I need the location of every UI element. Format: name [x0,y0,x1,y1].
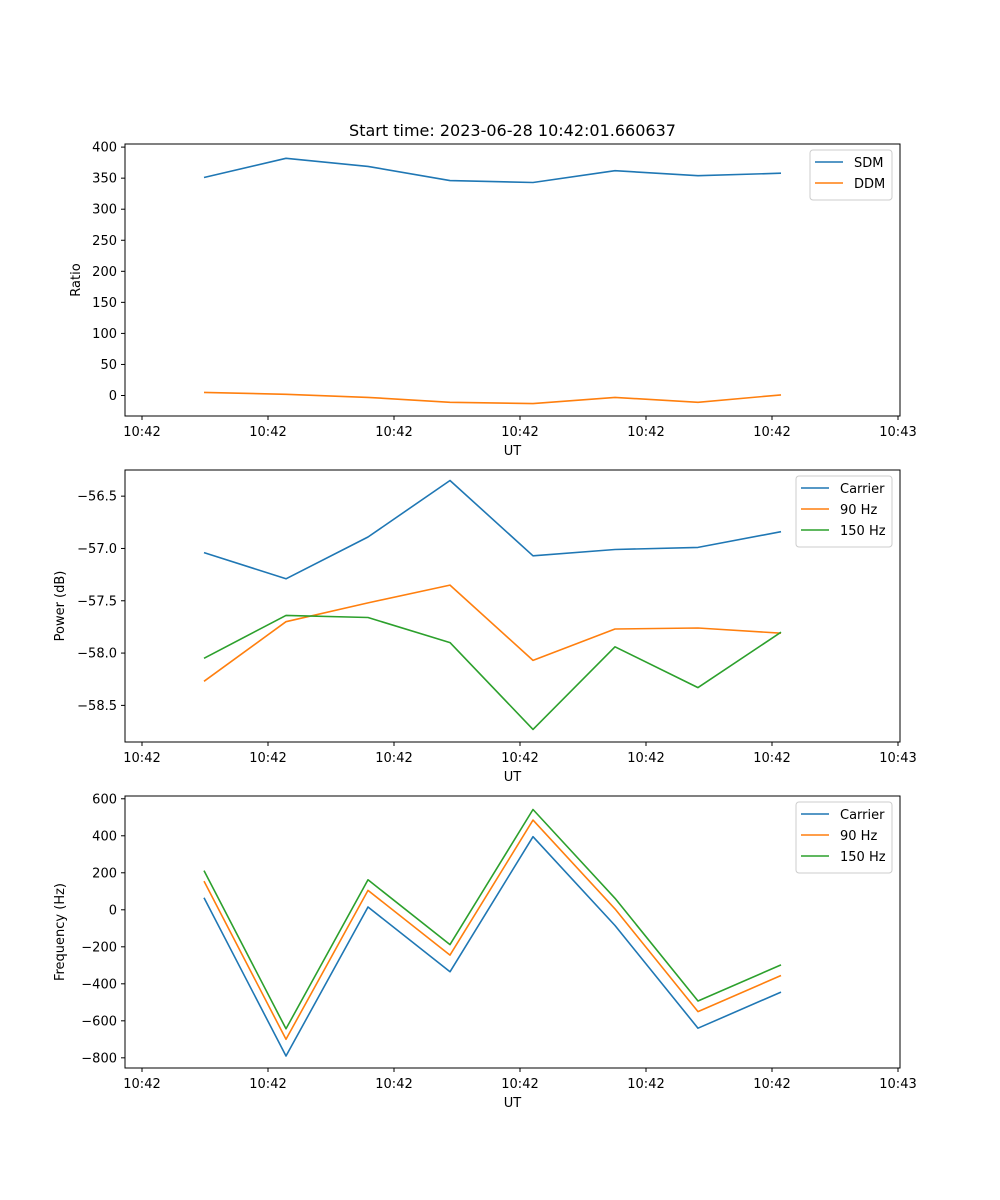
subplot-2: 10:42 10:42 10:42 10:42 10:42 10:42 10:43 −58.5… [53,469,917,785]
y-tick-label: 200 [92,265,117,280]
x-tick-label: 10:42 [627,1077,664,1092]
x-tick-label: 10:42 [501,425,538,440]
x-tick-label: 10:42 [627,425,664,440]
legend-label: 150 Hz [840,850,886,865]
y-tick-label: 350 [92,172,117,187]
y-tick-label: 200 [92,866,117,881]
legend-label: 90 Hz [840,829,877,844]
x-tick-label: 10:42 [501,1077,538,1092]
legend-label: DDM [854,177,885,192]
y-tick-label: −58.0 [77,647,117,662]
series-line-150-hz [203,808,782,1030]
y-tick-label: 0 [109,903,117,918]
y-tick-label: −56.5 [77,490,117,505]
y-tick-label: −200 [81,940,117,955]
x-tick-label: 10:42 [375,425,412,440]
series-line-90-hz [203,584,782,682]
x-tick-label: 10:42 [753,425,790,440]
y-tick-label: −600 [81,1014,117,1029]
y-tick-label: −400 [81,977,117,992]
chart-title: Start time: 2023-06-28 10:42:01.660637 [349,121,676,140]
x-tick-label: 10:42 [753,751,790,766]
legend-label: SDM [854,156,883,171]
plot-frame [124,795,901,1069]
legend-label: Carrier [840,808,885,823]
legend-label: 150 Hz [840,524,886,539]
x-tick-label: 10:42 [123,425,160,440]
legend-label: 90 Hz [840,503,877,518]
series-line-ddm [203,391,782,405]
x-tick-label: 10:42 [627,751,664,766]
x-tick-label: 10:42 [123,751,160,766]
series-line-90-hz [203,819,782,1041]
plot-frame [124,143,901,417]
y-tick-label: 400 [92,829,117,844]
series-line-carrier [203,835,782,1057]
plot-frame [124,469,901,743]
x-axis-label: UT [504,770,522,785]
y-tick-label: 50 [100,358,117,373]
y-tick-label: 600 [92,792,117,807]
y-tick-label: −57.5 [77,594,117,609]
x-tick-label: 10:42 [501,751,538,766]
x-tick-label: 10:42 [375,751,412,766]
y-tick-label: −57.0 [77,542,117,557]
x-tick-label: 10:42 [249,1077,286,1092]
legend: Carrier 90 Hz 150 Hz [795,475,893,548]
y-axis-label: Ratio [69,263,84,296]
x-tick-label: 10:43 [879,751,916,766]
y-tick-label: 150 [92,296,117,311]
x-tick-label: 10:42 [123,1077,160,1092]
y-tick-label: 250 [92,234,117,249]
y-tick-label: 100 [92,327,117,342]
y-axis-label: Frequency (Hz) [53,883,68,981]
x-axis-label: UT [504,1096,522,1111]
x-tick-label: 10:42 [249,751,286,766]
y-tick-label: −800 [81,1051,117,1066]
series-line-carrier [203,479,782,580]
y-axis-label: Power (dB) [53,571,68,642]
legend: Carrier 90 Hz 150 Hz [795,801,893,874]
y-tick-label: 300 [92,203,117,218]
x-tick-label: 10:42 [753,1077,790,1092]
x-tick-label: 10:43 [879,1077,916,1092]
x-tick-label: 10:43 [879,425,916,440]
legend-label: Carrier [840,482,885,497]
x-tick-label: 10:42 [375,1077,412,1092]
y-tick-label: −58.5 [77,699,117,714]
y-tick-label: 400 [92,141,117,156]
y-tick-label: 0 [109,389,117,404]
x-tick-label: 10:42 [249,425,286,440]
subplot-3: 10:42 10:42 10:42 10:42 10:42 10:42 10:43 −800 −… [53,792,917,1111]
series-line-sdm [203,157,782,184]
series-line-150-hz [203,614,782,731]
x-axis-label: UT [504,444,522,459]
subplot-1: Start time: 2023-06-28 10:42:01.660637 10… [69,121,917,459]
legend: SDM DDM [809,149,893,201]
